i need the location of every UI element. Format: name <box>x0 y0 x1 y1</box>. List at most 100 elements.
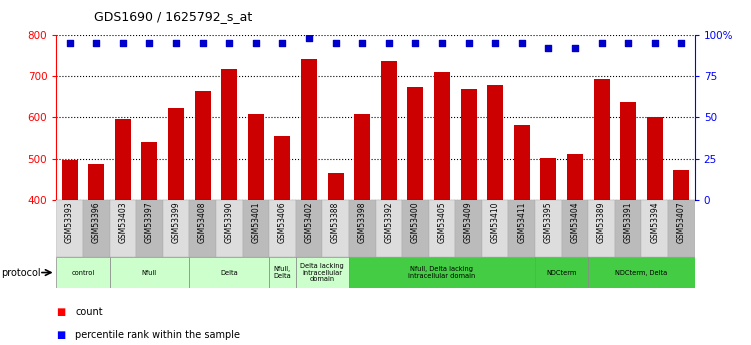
Bar <box>301 59 317 345</box>
Bar <box>296 257 349 288</box>
Point <box>622 40 634 46</box>
Bar <box>195 91 210 345</box>
Text: GSM53394: GSM53394 <box>650 202 659 244</box>
Point <box>542 45 554 50</box>
Bar <box>248 115 264 345</box>
Point <box>596 40 608 46</box>
Bar <box>381 61 397 345</box>
Text: GSM53410: GSM53410 <box>490 202 499 243</box>
Text: Delta lacking
intracellular
domain: Delta lacking intracellular domain <box>300 263 344 282</box>
Point <box>516 40 528 46</box>
Bar <box>429 200 455 257</box>
Bar <box>189 257 269 288</box>
Bar <box>354 115 370 345</box>
Text: GSM53399: GSM53399 <box>171 202 180 244</box>
Text: GSM53392: GSM53392 <box>385 202 394 243</box>
Text: GSM53397: GSM53397 <box>145 202 154 244</box>
Point <box>675 40 687 46</box>
Bar <box>269 200 296 257</box>
Text: GSM53400: GSM53400 <box>411 202 420 244</box>
Point <box>463 40 475 46</box>
Point <box>303 35 315 41</box>
Text: GSM53388: GSM53388 <box>331 202 340 243</box>
Text: count: count <box>75 307 103 317</box>
Bar <box>588 257 695 288</box>
Bar <box>115 119 131 345</box>
Text: Delta: Delta <box>220 269 238 276</box>
Point <box>409 40 421 46</box>
Point <box>330 40 342 46</box>
Point <box>569 45 581 50</box>
Point <box>117 40 129 46</box>
Text: GSM53391: GSM53391 <box>623 202 632 243</box>
Text: GSM53402: GSM53402 <box>304 202 313 243</box>
Bar <box>222 69 237 345</box>
Text: GSM53390: GSM53390 <box>225 202 234 244</box>
Bar <box>620 102 636 345</box>
Text: GSM53404: GSM53404 <box>571 202 580 244</box>
Text: ■: ■ <box>56 307 65 317</box>
Bar <box>110 257 189 288</box>
Text: percentile rank within the sample: percentile rank within the sample <box>75 330 240 339</box>
Point <box>489 40 501 46</box>
Bar <box>62 160 77 345</box>
Text: NDCterm: NDCterm <box>547 269 577 276</box>
Text: protocol: protocol <box>2 268 41 277</box>
Bar <box>588 200 615 257</box>
Bar <box>110 200 136 257</box>
Bar <box>274 136 291 345</box>
Bar <box>402 200 429 257</box>
Bar <box>322 200 349 257</box>
Bar <box>349 200 376 257</box>
Text: GSM53407: GSM53407 <box>677 202 686 244</box>
Text: GSM53411: GSM53411 <box>517 202 526 243</box>
Bar <box>562 200 588 257</box>
Bar <box>136 200 163 257</box>
Bar <box>541 158 556 345</box>
Point <box>197 40 209 46</box>
Bar <box>647 117 663 345</box>
Text: ■: ■ <box>56 330 65 339</box>
Text: GSM53393: GSM53393 <box>65 202 74 244</box>
Text: GSM53408: GSM53408 <box>198 202 207 243</box>
Bar <box>327 173 344 345</box>
Bar <box>163 200 189 257</box>
Text: GSM53403: GSM53403 <box>119 202 128 244</box>
Bar <box>455 200 482 257</box>
Point <box>276 40 288 46</box>
Text: Nfull, Delta lacking
intracellular domain: Nfull, Delta lacking intracellular domai… <box>409 266 475 279</box>
Bar <box>296 200 322 257</box>
Bar <box>141 142 158 345</box>
Point <box>356 40 368 46</box>
Point <box>143 40 155 46</box>
Point <box>64 40 76 46</box>
Text: control: control <box>71 269 95 276</box>
Point <box>90 40 102 46</box>
Bar <box>434 72 450 345</box>
Bar <box>243 200 269 257</box>
Bar <box>567 154 583 345</box>
Bar <box>674 170 689 345</box>
Text: GSM53409: GSM53409 <box>464 202 473 244</box>
Bar <box>83 200 110 257</box>
Bar <box>56 200 83 257</box>
Bar <box>189 200 216 257</box>
Bar <box>349 257 535 288</box>
Point <box>436 40 448 46</box>
Bar <box>89 164 104 345</box>
Text: Nfull,
Delta: Nfull, Delta <box>273 266 291 279</box>
Text: GDS1690 / 1625792_s_at: GDS1690 / 1625792_s_at <box>94 10 252 23</box>
Point <box>250 40 262 46</box>
Text: GSM53406: GSM53406 <box>278 202 287 244</box>
Bar <box>641 200 668 257</box>
Text: GSM53396: GSM53396 <box>92 202 101 244</box>
Bar <box>168 108 184 345</box>
Text: GSM53405: GSM53405 <box>438 202 447 244</box>
Point <box>223 40 235 46</box>
Bar <box>593 79 610 345</box>
Bar <box>269 257 296 288</box>
Bar <box>487 85 503 345</box>
Text: GSM53398: GSM53398 <box>357 202 366 243</box>
Bar <box>408 88 424 345</box>
Point <box>649 40 661 46</box>
